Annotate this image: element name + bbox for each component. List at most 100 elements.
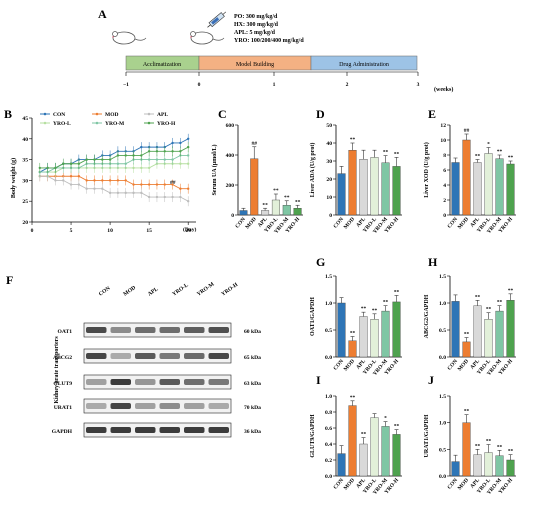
series-point-yro-l [186,162,190,165]
significance-mark: ** [262,202,268,208]
significance-mark: ** [350,330,356,336]
bar-con [451,461,460,477]
panel-b-ytick-label: 30 [22,178,28,184]
series-point-yro-h [46,166,49,170]
series-point-apl [171,195,174,199]
mouse-icon [112,31,147,45]
lane-label: CON [98,286,112,298]
blot-band [208,427,229,433]
phase-drug-administration [310,55,418,71]
series-point-mod [186,187,190,190]
blot-kda-label: 65 kDa [244,355,261,361]
significance-mark: ** [394,151,400,157]
blot-row-label: GLUT9 [53,381,72,387]
series-point-yro-h [171,150,174,153]
significance-mark: ** [464,409,470,415]
panel-b-ytick-label: 45 [22,116,28,122]
blot-band [86,403,107,409]
series-point-apl [93,187,96,190]
blot-band [110,327,131,333]
mouse-icon [190,31,225,45]
bar-con [337,302,346,358]
bar-yro-m [381,162,390,216]
timeline-ticks: −1 0 1 2 3 [123,72,420,88]
phase-label-2: Model Building [236,62,274,68]
blot-band [110,353,131,359]
series-line-con [39,138,189,173]
series-point-yro-h [108,158,112,161]
series-point-mod [163,183,166,186]
ytick-label: 30 [326,159,332,165]
panel-b-ytick-label: 35 [22,158,28,164]
legend-label: MOD [105,112,118,118]
panel-h-letter: H [428,255,438,269]
series-point-yro-m [124,162,127,165]
bar-yro-h [293,208,302,216]
bar-yro-l [370,319,379,358]
dose-line-2: HX: 300 mg/kg/d [234,22,279,28]
series-point-yro-h [179,150,182,153]
timeline-tick-label: 0 [198,82,201,88]
panel-g-letter: G [316,255,325,269]
blot-kda-label: 63 kDa [244,381,261,387]
blot-band [110,403,131,409]
series-point-yro-l [140,166,143,170]
series-point-yro-h [155,150,159,153]
series-point-apl [186,200,190,203]
legend-marker [95,121,99,125]
bar-con [337,453,346,477]
category-label: MOD [245,216,258,230]
category-label: MOD [457,358,470,372]
blot-band [184,379,205,385]
series-point-yro-m [116,162,120,165]
dose-line-3: APL: 5 mg/kg/d [234,30,276,36]
series-point-con [186,137,190,140]
bar-yro-l [484,319,493,358]
ytick-label: 1.0 [325,394,332,400]
blot-band [86,353,107,359]
panel-b-xtick-label: 0 [31,228,34,234]
series-point-mod [179,187,182,190]
blot-kda-label: 36 kDa [244,429,261,435]
panel-b-ytick-label: 25 [22,199,28,205]
ytick-label: 40 [326,141,332,147]
legend-marker [43,121,47,125]
blot-band [110,427,131,433]
series-point-con [179,141,182,145]
timeline-unit: (weeks) [434,86,453,93]
series-point-yro-l [147,166,151,170]
blot-band [208,327,229,333]
bar-apl [359,316,368,358]
blot-kda-label: 70 kDa [244,405,261,411]
panel-h: H0.00.51.01.5ABCG2/GAPDHCON**MOD**APL**Y… [424,255,516,377]
bar-yro-m [495,158,504,216]
bar-mod [348,405,357,477]
lane-label: YRO-L [171,282,189,297]
series-point-yro-h [85,158,88,161]
series-point-apl [101,187,104,190]
ytick-label: 0 [231,213,234,219]
category-label: APL [257,216,269,229]
bar-mod [250,158,259,216]
series-point-apl [85,187,88,190]
series-point-mod [132,183,135,186]
series-point-mod [140,183,143,186]
blot-band [208,379,229,385]
legend-label: APL [157,112,168,118]
panel-i: I0.00.20.40.60.81.0GLUT9/GAPDHCON**MOD**… [310,373,402,496]
series-point-apl [124,191,127,195]
bar-yro-h [392,301,401,358]
bar-con [337,173,346,216]
blot-band [159,403,180,409]
panel-b-ytick-label: 20 [22,220,28,226]
bar-yro-l [271,199,280,216]
significance-mark: ** [273,188,279,194]
series-point-yro-h [124,154,127,157]
series-point-apl [62,179,65,182]
significance-mark: ** [350,395,356,401]
legend-marker [43,112,47,116]
significance-mark: ** [475,154,481,160]
series-point-yro-h [140,154,143,157]
y-axis-label: OAT1/GAPDH [310,297,316,336]
